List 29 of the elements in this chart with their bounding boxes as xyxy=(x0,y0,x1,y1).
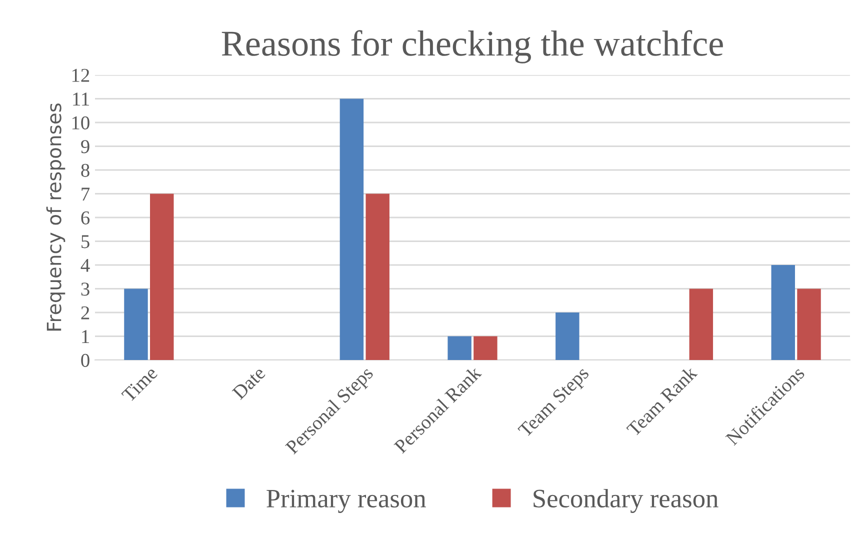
y-tick-label: 9 xyxy=(81,140,90,154)
y-tick-label: 4 xyxy=(80,258,90,272)
bar xyxy=(366,194,390,360)
y-tick-label: 12 xyxy=(72,68,90,82)
y-tick-label: 2 xyxy=(81,306,90,320)
bar xyxy=(448,336,472,360)
bar xyxy=(797,288,821,360)
bar xyxy=(474,336,498,360)
bar xyxy=(124,288,148,360)
chart-title: Reasons for checking the watchfce xyxy=(222,30,723,64)
bar xyxy=(556,312,580,360)
x-tick-label: Time xyxy=(121,366,158,403)
y-tick-label: 8 xyxy=(81,164,90,177)
y-tick-label: 6 xyxy=(81,211,90,224)
y-axis-title: Frequency of responses xyxy=(46,103,66,331)
y-tick-label: 1 xyxy=(82,330,89,343)
y-tick-label: 3 xyxy=(81,282,90,296)
bar xyxy=(340,98,364,360)
y-tick-label: 5 xyxy=(82,235,90,248)
x-tick-label: Date xyxy=(232,366,266,400)
bar xyxy=(771,265,795,360)
bar xyxy=(689,288,714,360)
y-tick-label: 7 xyxy=(82,188,90,200)
y-tick-label: 11 xyxy=(73,92,89,106)
legend-label: Primary reason xyxy=(266,490,426,513)
legend-label: Secondary reason xyxy=(534,488,718,513)
y-tick-label: 0 xyxy=(81,354,90,367)
bar xyxy=(150,194,174,360)
y-tick-label: 10 xyxy=(72,116,90,130)
